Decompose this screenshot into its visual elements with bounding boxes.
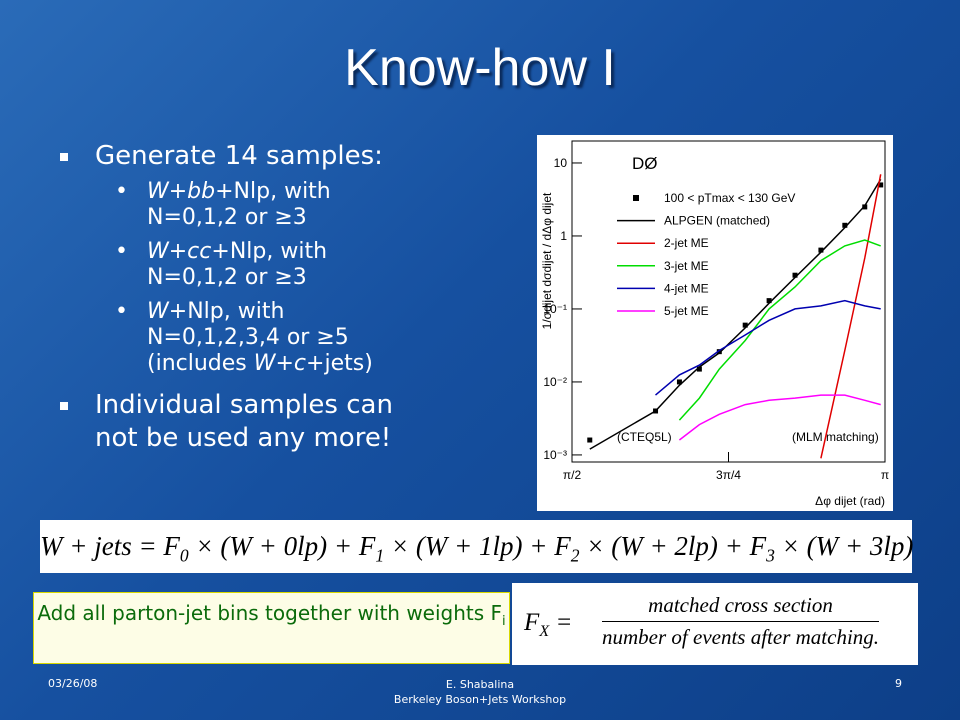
text-part: +Nlp, with N=0,1,2 or ≥3 (147, 239, 328, 290)
text-part: 1 (375, 545, 385, 566)
text-part: W + jets = F (40, 531, 180, 561)
x-axis-label: Δφ dijet (rad) (815, 494, 885, 508)
bullet-text: Individual samples can not be used any m… (95, 390, 393, 453)
legend-label: 2-jet ME (664, 236, 709, 250)
text-part: F (524, 609, 540, 636)
slide-title: Know-how I (344, 39, 616, 97)
legend-label: 3-jet ME (664, 259, 709, 273)
bullet: Individual samples can not be used any m… (58, 389, 438, 455)
text-part: W (147, 299, 169, 324)
series-line (678, 394, 881, 441)
matching-note: (MLM matching) (792, 430, 879, 444)
text-part: +jets) (306, 351, 373, 376)
note-box: Add all parton-jet bins together with we… (33, 592, 510, 664)
data-point (878, 182, 884, 188)
sub-bullet: W+cc+Nlp, with N=0,1,2 or ≥3 (95, 239, 407, 291)
bullet-list: Generate 14 samples:W+bb+Nlp, with N=0,1… (58, 140, 438, 461)
series-line (820, 174, 882, 459)
footer-author: E. Shabalina (445, 678, 515, 691)
data-point (766, 298, 772, 304)
data-point (818, 247, 824, 253)
data-point (696, 366, 702, 372)
legend-marker (633, 195, 639, 201)
bullet-text: Generate 14 samples: (95, 141, 383, 171)
text-part: × (W + 3lp) (774, 531, 914, 561)
weight-formula: FX = matched cross section number of eve… (512, 583, 918, 665)
legend-label: 4-jet ME (664, 281, 709, 295)
text-part: W+c (253, 351, 307, 376)
y-tick-label: 10 (554, 156, 568, 170)
data-point (792, 272, 798, 278)
sub-bullet: W+bb+Nlp, with N=0,1,2 or ≥3 (95, 179, 407, 231)
x-tick-label: π (881, 468, 889, 482)
text-part: = (549, 609, 573, 636)
data-point (676, 379, 682, 385)
series-line (678, 239, 881, 421)
text-part: +Nlp, with N=0,1,2 or ≥3 (147, 179, 331, 230)
footer-page: 9 (895, 677, 902, 690)
experiment-label: DØ (632, 154, 658, 173)
text-part: +Nlp, with N=0,1,2,3,4 or ≥5 (includes (147, 299, 349, 376)
text-part: 0 (179, 545, 189, 566)
legend-label: ALPGEN (matched) (664, 214, 770, 228)
series-line (589, 178, 882, 450)
data-point (587, 437, 593, 443)
y-tick-label: 1 (560, 229, 567, 243)
y-tick-label: 10⁻³ (543, 448, 567, 462)
data-point (742, 322, 748, 328)
sub-bullet: W+Nlp, with N=0,1,2,3,4 or ≥5 (includes … (95, 299, 407, 377)
x-tick-label: 3π/4 (716, 468, 741, 482)
text-part: W+cc (147, 239, 212, 264)
x-tick-label: π/2 (563, 468, 582, 482)
legend-label: 100 < pTmax < 130 GeV (664, 191, 795, 205)
footer-date: 03/26/08 (48, 677, 98, 690)
legend-label: 5-jet ME (664, 304, 709, 318)
denominator: number of events after matching. (602, 625, 880, 649)
text-part: i (502, 614, 506, 629)
formula-lhs: FX = (524, 609, 572, 641)
y-tick-label: 10⁻² (543, 375, 567, 389)
bullet: Generate 14 samples:W+bb+Nlp, with N=0,1… (58, 140, 438, 377)
text-part: × (W + 2lp) + F (579, 531, 767, 561)
text-part: × (W + 1lp) + F (384, 531, 571, 561)
text-part: 2 (570, 545, 580, 566)
plot: 10⁻³ 10⁻² 10⁻¹ 1 10 π/2 3π/4 π Δφ dijet (rad) 1/σ… (537, 135, 893, 511)
text-part: × (W + 0lp) + F (188, 531, 376, 561)
y-axis-label: 1/σdijet dσdijet / dΔφ dijet (540, 192, 554, 329)
data-point (862, 204, 868, 210)
fraction: matched cross section number of events a… (602, 593, 880, 650)
text-part: X (539, 622, 550, 640)
y-tick-label: 10⁻¹ (543, 302, 567, 316)
footer-event: Berkeley Boson+Jets Workshop (393, 693, 567, 706)
sub-list: W+bb+Nlp, with N=0,1,2 or ≥3W+cc+Nlp, wi… (95, 179, 438, 377)
equation: W + jets = F0 × (W + 0lp) + F1 × (W + 1l… (40, 520, 914, 573)
numerator: matched cross section (602, 593, 880, 622)
text-part: 3 (766, 545, 775, 566)
footer-center: E. Shabalina Berkeley Boson+Jets Worksho… (330, 677, 630, 707)
text-part: Add all parton-jet bins together with we… (37, 601, 503, 625)
text-part: W+bb (147, 179, 216, 204)
data-point (716, 349, 722, 355)
series-line (655, 299, 881, 396)
pdf-note: (CTEQ5L) (617, 430, 672, 444)
data-point (842, 222, 848, 228)
